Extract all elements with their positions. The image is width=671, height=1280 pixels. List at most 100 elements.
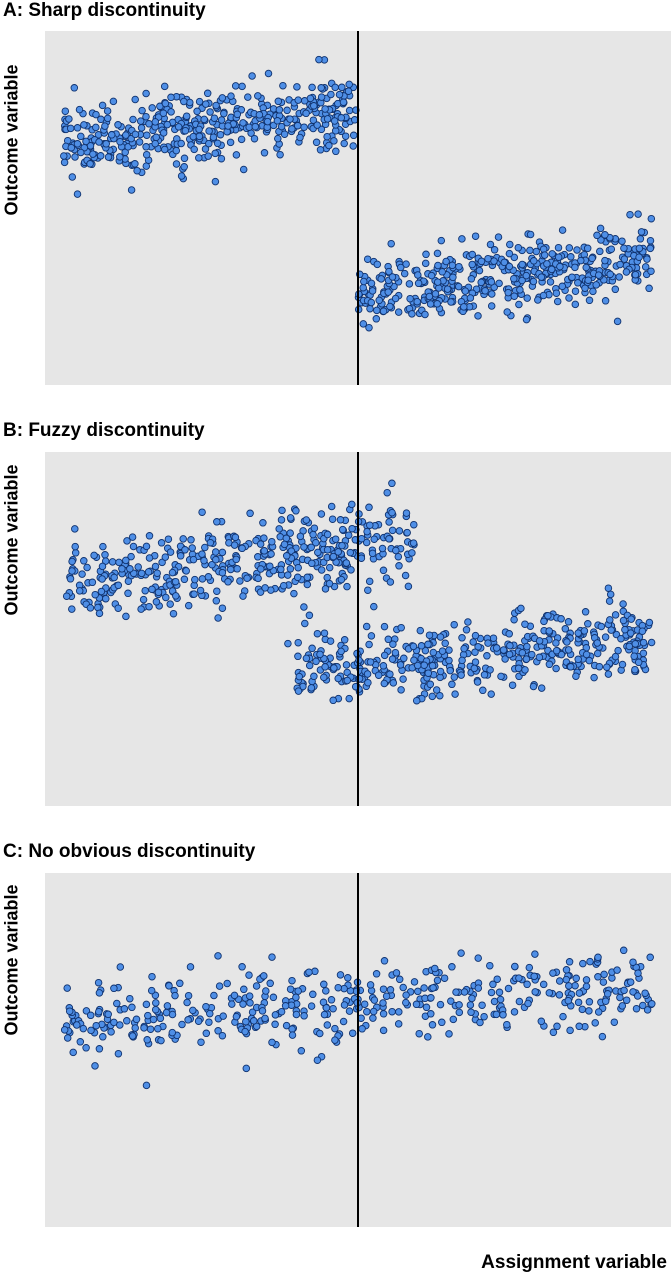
- data-point: [167, 108, 175, 116]
- data-point: [329, 552, 338, 561]
- data-point: [68, 567, 76, 575]
- data-point: [310, 102, 318, 110]
- data-point: [98, 562, 107, 571]
- data-point: [492, 644, 501, 652]
- data-point: [564, 646, 573, 654]
- data-point: [131, 130, 140, 139]
- data-point: [233, 110, 242, 119]
- data-point: [337, 114, 346, 122]
- data-point: [313, 1056, 322, 1064]
- data-point: [145, 532, 154, 540]
- data-point: [180, 154, 189, 163]
- data-point: [480, 671, 489, 679]
- data-point: [601, 231, 609, 239]
- data-point: [78, 570, 86, 578]
- data-point: [284, 571, 292, 579]
- panel-a-title: A: Sharp discontinuity: [3, 0, 206, 21]
- data-point: [260, 534, 268, 542]
- data-point: [586, 957, 594, 966]
- data-point: [522, 271, 531, 280]
- data-point: [276, 533, 284, 541]
- data-point: [525, 963, 534, 972]
- data-point: [386, 302, 394, 311]
- data-point: [60, 1026, 69, 1034]
- data-point: [647, 214, 656, 223]
- data-point: [365, 577, 374, 586]
- data-point: [634, 210, 642, 218]
- data-point: [408, 549, 416, 557]
- data-point: [575, 989, 584, 997]
- data-point: [163, 1002, 172, 1010]
- data-point: [181, 546, 189, 554]
- data-point: [114, 581, 123, 590]
- data-point: [218, 548, 227, 557]
- data-point: [421, 646, 430, 655]
- data-point: [395, 527, 404, 535]
- data-point: [561, 625, 570, 633]
- data-point: [557, 650, 566, 659]
- data-point: [515, 997, 524, 1006]
- data-point: [357, 534, 366, 543]
- data-point: [79, 1024, 88, 1033]
- data-point: [143, 131, 151, 139]
- data-point: [604, 584, 613, 592]
- data-point: [205, 127, 213, 135]
- data-point: [448, 963, 456, 971]
- data-point: [226, 565, 235, 574]
- data-point: [593, 649, 602, 658]
- data-point: [606, 616, 614, 624]
- data-point: [380, 957, 389, 965]
- data-point: [144, 1011, 152, 1020]
- data-point: [344, 531, 353, 539]
- data-point: [250, 1017, 258, 1025]
- data-point: [209, 133, 218, 141]
- data-point: [147, 986, 156, 995]
- data-point: [254, 574, 262, 583]
- data-point: [294, 687, 303, 695]
- data-point: [546, 278, 555, 286]
- data-point: [377, 275, 385, 283]
- data-point: [552, 664, 560, 673]
- data-point: [388, 1007, 396, 1016]
- data-point: [151, 118, 160, 126]
- data-point: [73, 1021, 81, 1029]
- data-point: [201, 145, 210, 153]
- data-point: [148, 972, 156, 981]
- data-point: [384, 288, 392, 296]
- data-point: [495, 988, 504, 997]
- data-point: [563, 638, 571, 646]
- data-point: [132, 1015, 141, 1024]
- data-point: [338, 525, 347, 534]
- data-point: [571, 287, 580, 295]
- data-point: [126, 994, 134, 1003]
- data-point: [122, 612, 130, 621]
- data-point: [179, 535, 187, 543]
- data-point: [445, 1030, 453, 1038]
- data-point: [124, 577, 133, 585]
- data-point: [405, 280, 414, 288]
- data-point: [425, 631, 434, 639]
- data-point: [345, 80, 353, 89]
- data-point: [517, 604, 525, 613]
- data-point: [526, 230, 535, 239]
- data-point: [611, 285, 620, 294]
- data-point: [477, 278, 485, 287]
- data-point: [206, 108, 214, 116]
- data-point: [257, 565, 265, 573]
- data-point: [197, 1038, 205, 1046]
- data-point: [113, 999, 121, 1008]
- data-point: [455, 262, 463, 271]
- data-point: [184, 601, 193, 610]
- data-point: [596, 247, 604, 256]
- data-point: [307, 684, 316, 692]
- data-point: [370, 996, 379, 1004]
- data-point: [515, 300, 523, 309]
- data-point: [436, 1000, 445, 1009]
- data-point: [89, 150, 97, 158]
- data-point: [620, 244, 628, 252]
- data-point: [334, 548, 342, 556]
- data-point: [366, 521, 374, 529]
- data-point: [98, 575, 106, 583]
- data-point: [303, 580, 312, 589]
- data-point: [518, 649, 527, 657]
